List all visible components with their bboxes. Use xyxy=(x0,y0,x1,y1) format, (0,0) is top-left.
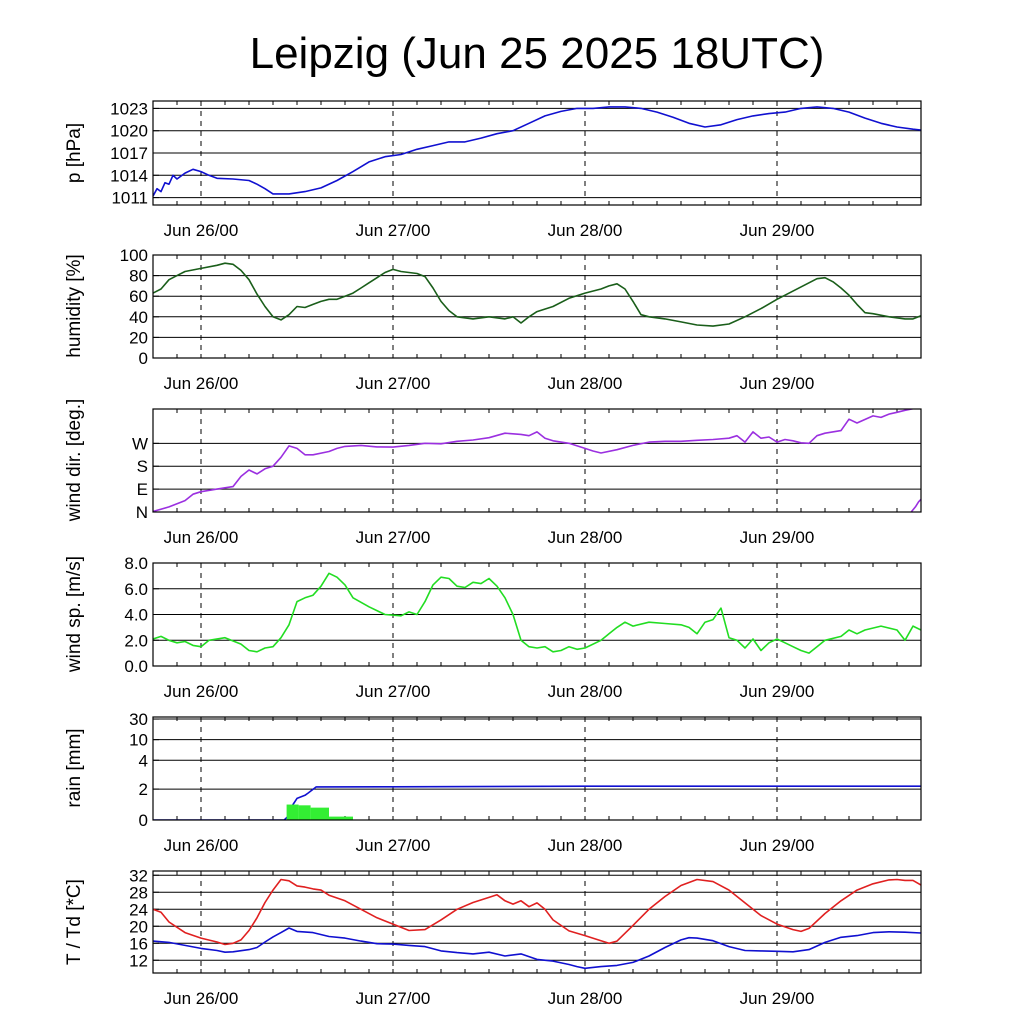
series-group xyxy=(153,409,921,512)
x-tick-label: Jun 29/00 xyxy=(740,374,815,393)
panel-frame xyxy=(152,716,922,821)
x-tick-label: Jun 27/00 xyxy=(356,682,431,701)
rain-bar xyxy=(310,807,329,820)
series-group xyxy=(153,262,921,327)
x-tick-label: Jun 28/00 xyxy=(548,528,623,547)
x-tick-label: Jun 26/00 xyxy=(164,221,239,240)
x-tick-label: Jun 28/00 xyxy=(548,221,623,240)
series-line-wind-speed-0 xyxy=(153,572,921,654)
x-tick-label: Jun 26/00 xyxy=(164,682,239,701)
y-axis-label: T / Td [*C] xyxy=(64,879,85,965)
x-tick-label: Jun 27/00 xyxy=(356,989,431,1008)
series-group xyxy=(153,878,921,970)
x-tick-label: Jun 27/00 xyxy=(356,836,431,855)
series-line-wind-direction-0 xyxy=(153,409,921,512)
y-tick-label: E xyxy=(137,480,148,499)
series-group xyxy=(153,106,921,197)
y-tick-label: 28 xyxy=(129,883,148,902)
x-tick-label: Jun 28/00 xyxy=(548,836,623,855)
y-tick-label: 16 xyxy=(129,934,148,953)
x-tick-label: Jun 27/00 xyxy=(356,528,431,547)
rain-bar xyxy=(329,816,353,820)
x-tick-label: Jun 27/00 xyxy=(356,374,431,393)
series-group xyxy=(153,572,921,654)
y-tick-label: N xyxy=(136,503,148,522)
x-tick-label: Jun 26/00 xyxy=(164,989,239,1008)
x-tick-label: Jun 26/00 xyxy=(164,374,239,393)
y-tick-label: 80 xyxy=(129,267,148,286)
series-line-humidity-0 xyxy=(153,262,921,327)
y-tick-label: 12 xyxy=(129,951,148,970)
y-tick-label: 30 xyxy=(129,710,148,729)
x-tick-label: Jun 29/00 xyxy=(740,528,815,547)
panel-frame xyxy=(152,100,922,206)
series-line-pressure-0 xyxy=(153,106,921,197)
y-tick-label: 1014 xyxy=(110,166,148,185)
y-tick-label: 32 xyxy=(129,866,148,885)
x-tick-label: Jun 26/00 xyxy=(164,836,239,855)
panel-frame xyxy=(152,408,922,513)
y-tick-label: 10 xyxy=(129,731,148,750)
x-tick-label: Jun 28/00 xyxy=(548,989,623,1008)
y-tick-label: 4 xyxy=(139,751,148,770)
y-axis-label: p [hPa] xyxy=(64,123,85,183)
panel-frame xyxy=(152,870,922,974)
series-line-temperature-and-dew-point-0 xyxy=(153,878,921,946)
panel-rain: 0 2 410 30 Jun 26/00 Jun 27/00 Jun 28/00 Jun 29… xyxy=(64,710,922,855)
panel-wind-speed: 0.0 2.0 4.0 6.0 8.0 Jun 26/00 Jun 27/00 Jun 28/… xyxy=(64,554,922,701)
y-axis-label: humidity [%] xyxy=(64,254,85,357)
panel-pressure: 1011 1014 1017 1020 1023 Jun 26/00 Jun 27/00 Ju… xyxy=(64,99,922,240)
panel-frame xyxy=(152,254,922,359)
y-tick-label: 100 xyxy=(120,246,148,265)
y-tick-label: 1020 xyxy=(110,122,148,141)
x-tick-label: Jun 29/00 xyxy=(740,221,815,240)
y-tick-label: S xyxy=(137,457,148,476)
y-tick-label: 2 xyxy=(139,780,148,799)
y-tick-label: 60 xyxy=(129,287,148,306)
series-line-rain-0 xyxy=(153,785,921,820)
chart-title: Leipzig (Jun 25 2025 18UTC) xyxy=(250,29,825,78)
y-axis-label: rain [mm] xyxy=(64,728,85,807)
y-tick-label: 8.0 xyxy=(124,554,148,573)
y-tick-label: 2.0 xyxy=(124,631,148,650)
y-tick-label: 4.0 xyxy=(124,606,148,625)
y-tick-label: 1017 xyxy=(110,144,148,163)
x-tick-label: Jun 28/00 xyxy=(548,374,623,393)
y-tick-label: 40 xyxy=(129,308,148,327)
series-group xyxy=(153,785,921,820)
rain-bar xyxy=(298,805,311,820)
y-axis-label: wind dir. [deg.] xyxy=(64,399,85,523)
y-tick-label: 20 xyxy=(129,917,148,936)
y-tick-label: 0.0 xyxy=(124,657,148,676)
y-tick-label: 20 xyxy=(129,328,148,347)
y-tick-label: 1011 xyxy=(111,189,148,208)
y-tick-label: 1023 xyxy=(110,99,148,118)
y-axis-label: wind sp. [m/s] xyxy=(64,556,85,673)
x-tick-label: Jun 29/00 xyxy=(740,836,815,855)
y-tick-label: 0 xyxy=(139,349,148,368)
x-tick-label: Jun 29/00 xyxy=(740,989,815,1008)
x-tick-label: Jun 29/00 xyxy=(740,682,815,701)
y-tick-label: 6.0 xyxy=(124,580,148,599)
x-tick-label: Jun 27/00 xyxy=(356,221,431,240)
x-tick-label: Jun 26/00 xyxy=(164,528,239,547)
y-tick-label: W xyxy=(132,434,148,453)
rain-bar xyxy=(286,804,299,820)
panel-frame xyxy=(152,562,922,667)
y-tick-label: 24 xyxy=(129,900,148,919)
y-tick-label: 0 xyxy=(139,811,148,830)
x-tick-label: Jun 28/00 xyxy=(548,682,623,701)
series-line-temperature-and-dew-point-1 xyxy=(153,927,921,970)
